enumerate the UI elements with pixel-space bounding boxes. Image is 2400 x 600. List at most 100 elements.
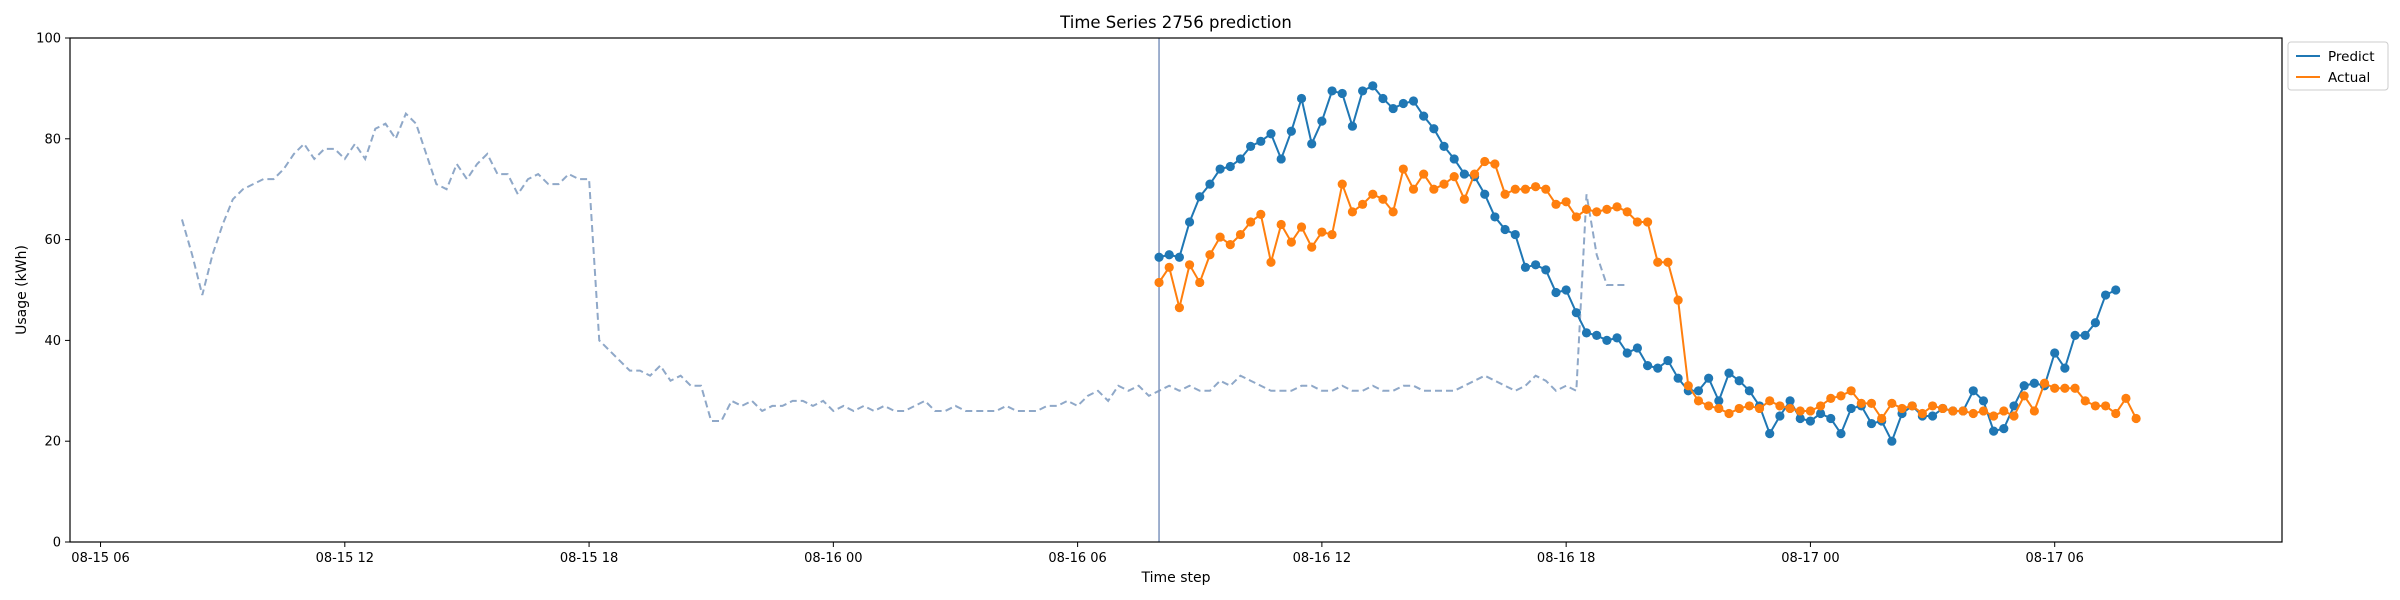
series-actual-point (1887, 398, 1897, 408)
series-actual-point (1500, 189, 1510, 199)
series-predict-point (1866, 418, 1877, 429)
series-actual-point (1205, 250, 1215, 260)
series-actual-point (1897, 403, 1907, 414)
y-axis: 0 20 40 60 80 100 (36, 32, 70, 551)
series-predict-point (2080, 330, 2090, 340)
series-predict-point (1490, 212, 1500, 222)
series-predict-point (1541, 265, 1551, 275)
y-tick-label: 100 (36, 32, 61, 47)
series-actual-point (1347, 207, 1358, 217)
series-predict-point (1581, 328, 1592, 338)
series-actual-point (1693, 396, 1704, 406)
series-predict-point (2019, 381, 2029, 391)
series-actual-point (1510, 184, 1520, 194)
series-predict-point (1307, 139, 1317, 149)
series-actual-point (1805, 406, 1816, 416)
series-actual-point (1408, 184, 1419, 194)
series-actual-point (1816, 401, 1826, 411)
series-actual-point (1938, 403, 1948, 414)
series-predict-point (1337, 88, 1347, 99)
series-predict-point (1734, 376, 1744, 386)
series-actual-point (1561, 197, 1571, 207)
series-actual-point (1704, 401, 1714, 411)
plot-frame (69, 37, 2283, 543)
series-predict-point (2111, 285, 2121, 295)
y-axis-label: Usage (kWh) (14, 245, 30, 335)
legend-predict-label: Predict (2328, 49, 2375, 65)
series-predict-point (1480, 189, 1490, 199)
series-actual-point (1358, 199, 1368, 209)
series-actual-point (1419, 169, 1429, 179)
series-predict-point (1235, 154, 1246, 164)
series-predict-point (2070, 330, 2080, 340)
series-actual-point (1296, 222, 1307, 232)
series-actual-line (1158, 160, 2138, 421)
series-actual-point (2009, 411, 2019, 421)
series-actual-point (2080, 396, 2090, 406)
series-actual-point (1490, 159, 1500, 169)
series-predict-point (1266, 129, 1276, 139)
series-actual-point (1256, 209, 1266, 219)
series-predict-point (1642, 361, 1653, 371)
series-actual-point (1927, 401, 1938, 411)
y-tick-label: 0 (53, 536, 61, 551)
series-actual-point (1246, 217, 1256, 227)
series-actual-point (1398, 164, 1408, 174)
series-predict-point (2060, 363, 2070, 373)
series-actual-point (1642, 217, 1653, 227)
series-actual-point (1439, 179, 1449, 189)
series-actual-point (1968, 408, 1978, 419)
series-actual-point (1266, 257, 1276, 267)
series-actual-point (1866, 398, 1877, 408)
series-predict-point (1388, 103, 1398, 114)
series-predict-point (1459, 169, 1469, 179)
series-actual-point (2039, 378, 2050, 388)
series-actual-point (1775, 401, 1785, 411)
series-actual-point (1174, 303, 1184, 313)
series-actual-point (2100, 401, 2111, 411)
series-actual-point (1734, 403, 1744, 414)
x-tick-label: 08-16 18 (1537, 551, 1595, 566)
series-actual-point (1744, 401, 1754, 411)
series-predict-point (1174, 252, 1184, 262)
series-actual-point (1388, 207, 1398, 217)
series-predict-point (1795, 413, 1805, 424)
series-actual-point (1754, 403, 1765, 414)
series-actual-point (1592, 207, 1602, 217)
series-predict-point (1653, 363, 1663, 373)
series-predict-point (1164, 250, 1174, 260)
series-actual-point (2111, 408, 2121, 419)
series-predict-point (1978, 396, 1989, 406)
legend-actual-label: Actual (2328, 70, 2370, 86)
series-predict-point (1989, 426, 1999, 436)
chart-title: Time Series 2756 prediction (1059, 13, 1292, 32)
series-actual-point (2121, 393, 2131, 403)
series-actual-point (1235, 229, 1246, 240)
series-actual-point (2090, 401, 2100, 411)
series-predict-point (1531, 260, 1541, 270)
series-predict-point (2050, 348, 2060, 358)
x-tick-label: 08-15 18 (560, 551, 618, 566)
series-predict-point (1368, 81, 1378, 91)
series-actual-point (1632, 217, 1642, 227)
series-predict-point (1673, 373, 1683, 383)
plot-area (180, 38, 2141, 542)
series-predict-point (1999, 424, 2009, 434)
series-actual-point (1184, 260, 1195, 270)
series-predict-point (1439, 141, 1449, 151)
series-predict-point (2029, 378, 2039, 388)
series-predict-point (1632, 343, 1642, 353)
series-actual-point (1917, 408, 1927, 419)
series-actual-point (1581, 204, 1592, 214)
series-predict-point (1724, 368, 1734, 378)
x-axis: 08-15 06 08-15 12 08-15 18 08-16 00 08-16 06… (71, 542, 2084, 566)
series-actual-point (1724, 408, 1734, 419)
series-actual-point (1541, 184, 1551, 194)
series-predict-point (1775, 411, 1785, 421)
series-predict-point (1714, 396, 1724, 406)
series-predict-point (1663, 355, 1673, 366)
series-predict-point (1347, 121, 1358, 131)
series-actual-point (1520, 184, 1531, 194)
series-predict-point (1195, 192, 1205, 202)
series-actual-point (1286, 237, 1296, 247)
